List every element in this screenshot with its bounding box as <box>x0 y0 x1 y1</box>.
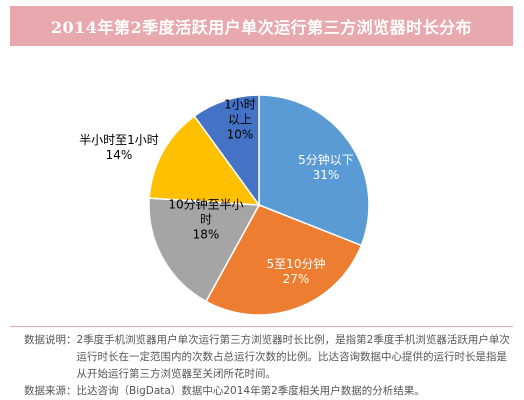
pie-slice-4 <box>148 114 261 206</box>
data-source: 数据来源： 比达咨询（BigData）数据中心2014年第2季度相关用户数据的分… <box>24 383 514 400</box>
title-bar: 2014年第2季度活跃用户单次运行第三方浏览器时长分布 <box>10 6 513 46</box>
pie-slice-1 <box>258 94 370 247</box>
slice-label-4-line-2: 14% <box>106 148 133 162</box>
slice-label-1-line-1: 5分钟以下 <box>298 152 354 167</box>
slice-label-4-line-1: 半小时至1小时 <box>79 133 159 147</box>
explanation-heading: 数据说明： <box>24 334 77 346</box>
slice-label-5-line-3: 10% <box>227 128 254 142</box>
slice-label-3-line-3: 18% <box>193 228 220 242</box>
slice-label-2-line-1: 5至10分钟 <box>267 256 326 271</box>
explanation-text: 2季度手机浏览器用户单次运行第三方浏览器时长比例，是指第2季度手机浏览器活跃用户… <box>76 334 510 380</box>
chart-title: 2014年第2季度活跃用户单次运行第三方浏览器时长分布 <box>50 18 473 37</box>
slice-label-3-line-2: 时 <box>200 213 212 227</box>
slice-label-3-line-1: 10分钟至半小 <box>168 197 243 212</box>
pie-slice-5 <box>193 94 260 208</box>
source-text: 比达咨询（BigData）数据中心2014年第2季度相关用户数据的分析结果。 <box>76 385 425 397</box>
divider <box>10 326 513 327</box>
slice-label-1-line-2: 31% <box>313 168 340 182</box>
slice-label-2-line-2: 27% <box>283 272 310 286</box>
pie-slice-3 <box>148 197 261 303</box>
notes: 数据说明： 2季度手机浏览器用户单次运行第三方浏览器时长比例，是指第2季度手机浏… <box>24 332 514 400</box>
slice-label-5-line-1: 1小时 <box>224 98 256 112</box>
pie-slice-2 <box>204 204 363 316</box>
data-explanation: 数据说明： 2季度手机浏览器用户单次运行第三方浏览器时长比例，是指第2季度手机浏… <box>24 332 514 383</box>
slice-label-5-line-2: 以上 <box>228 113 252 127</box>
source-heading: 数据来源： <box>24 385 77 397</box>
